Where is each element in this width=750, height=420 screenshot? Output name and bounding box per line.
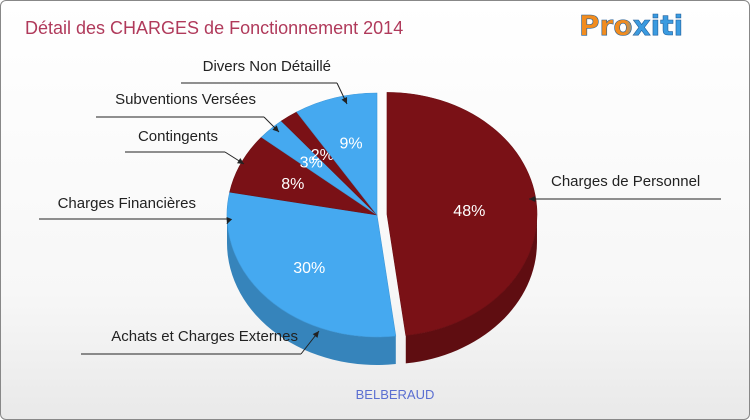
slice-label-4: Subventions Versées: [115, 91, 256, 108]
leader-arrow-3: [237, 158, 244, 164]
slice-label-3: Contingents: [138, 128, 218, 145]
slice-label-1: Achats et Charges Externes: [111, 328, 298, 345]
slice-percent-5: 9%: [339, 135, 362, 152]
slice-side-1: [227, 215, 396, 365]
slice-percent-2: 8%: [281, 176, 304, 193]
slice-label-0: Charges de Personnel: [551, 173, 700, 190]
leader-arrow-5: [341, 97, 348, 104]
slice-label-5: Divers Non Détaillé: [203, 58, 331, 75]
slice-side-0: [405, 214, 537, 364]
leader-arrow-0: [529, 195, 536, 203]
slice-percent-3: 3%: [300, 155, 323, 172]
leader-arrow-4: [272, 125, 279, 132]
slice-divers-non-d-taill-[interactable]: [296, 92, 378, 216]
leader-arrow-2: [226, 217, 233, 224]
slice-labels: Charges de Personnel Achats et Charges Ex…: [39, 58, 721, 355]
pie-slices: 48%30%8%3%2%9%: [226, 92, 538, 365]
slice-percent-1: 30%: [293, 260, 325, 277]
slice-charges-de-personnel[interactable]: [386, 92, 538, 336]
chart-title: Détail des CHARGES de Fonctionnement 201…: [25, 18, 403, 38]
chart-subtitle: BELBERAUD: [356, 387, 435, 402]
brand-wordmark: Proxiti: [579, 9, 683, 42]
slice-percent-0: 48%: [453, 203, 485, 220]
slice-label-2: Charges Financières: [58, 195, 196, 212]
proxiti-logo: Proxiti: [579, 9, 684, 43]
leader-arrow-1: [312, 331, 319, 338]
